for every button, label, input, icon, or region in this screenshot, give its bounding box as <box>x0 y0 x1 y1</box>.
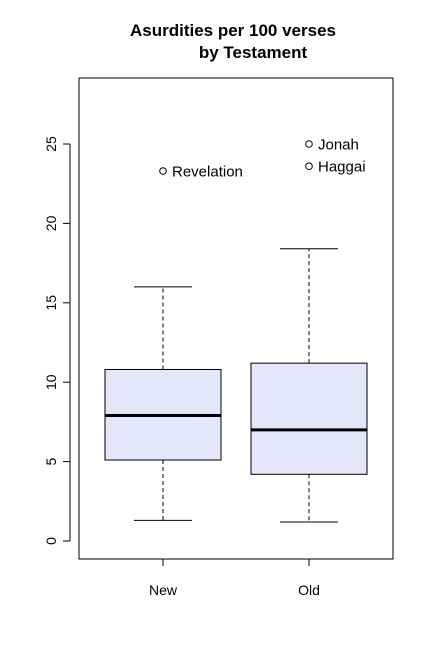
boxes: Revelation Jonah Haggai <box>105 137 367 522</box>
outlier-label: Revelation <box>172 163 243 180</box>
y-axis: 0 5 10 15 20 25 <box>43 136 70 545</box>
box-new: Revelation <box>105 163 243 520</box>
y-tick-label: 15 <box>43 295 59 311</box>
outlier-label: Jonah <box>318 137 359 154</box>
y-tick-label: 5 <box>43 457 59 465</box>
y-tick-label: 25 <box>43 136 59 152</box>
chart-title-line-1: Asurdities per 100 verses <box>130 21 336 40</box>
x-axis: New Old <box>149 559 320 598</box>
iqr-box <box>251 363 367 474</box>
outlier-point <box>306 141 313 148</box>
outlier-point <box>306 163 313 170</box>
x-tick-label: Old <box>298 582 320 598</box>
outlier-label: Haggai <box>318 159 366 176</box>
y-tick-label: 0 <box>43 537 59 545</box>
box-old: Jonah Haggai <box>251 137 367 522</box>
y-tick-label: 20 <box>43 215 59 231</box>
outlier-point <box>160 168 167 175</box>
y-tick-label: 10 <box>43 374 59 390</box>
chart-title-line-2: by Testament <box>199 43 308 62</box>
x-tick-label: New <box>149 582 178 598</box>
